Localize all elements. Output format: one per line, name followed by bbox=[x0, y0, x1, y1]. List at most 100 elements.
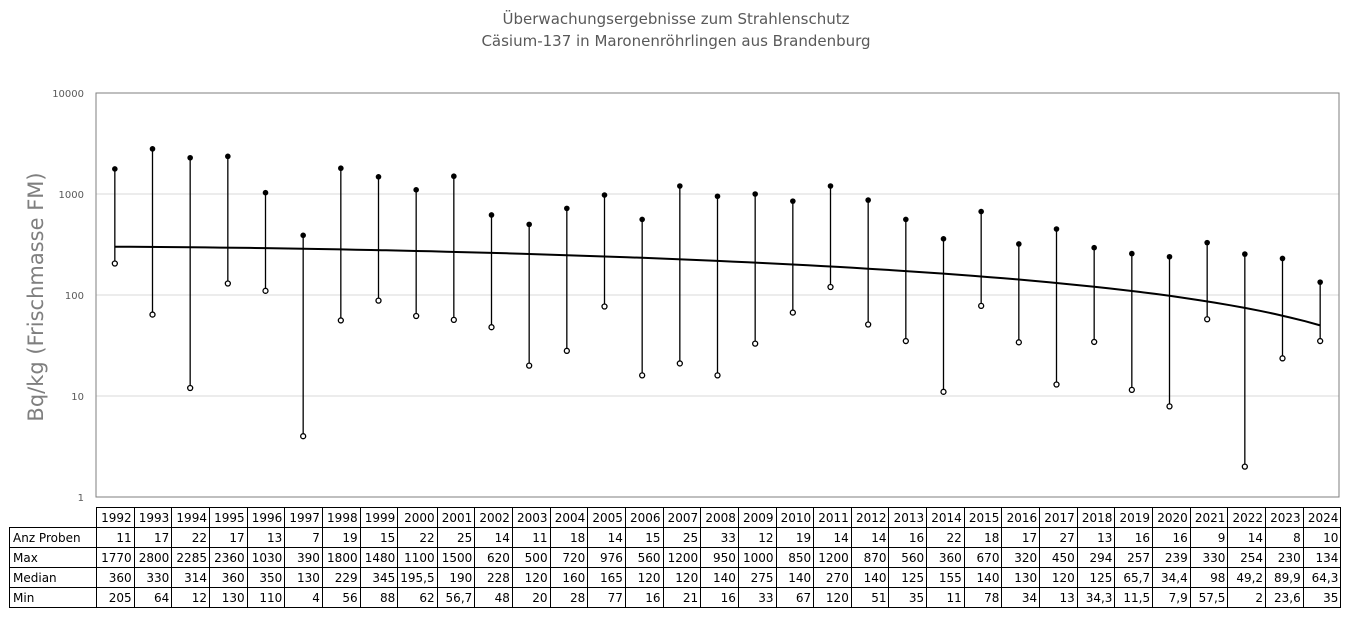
max-point bbox=[752, 191, 758, 197]
table-row: Min 205 64 12 130 110 4 56 88 62 56,7 48 20 28 77 16 21 1… bbox=[9, 587, 1342, 608]
value-cell: 14 bbox=[850, 527, 890, 548]
value-cell: 9 bbox=[1189, 527, 1229, 548]
max-point bbox=[225, 153, 231, 160]
value-cell: 64,3 bbox=[1302, 567, 1342, 588]
value-cell: 25 bbox=[436, 527, 476, 548]
chart-subtitle: Cäsium-137 in Maronenröhrlingen aus Bran… bbox=[481, 32, 871, 50]
value-cell: 1000 bbox=[737, 547, 777, 568]
year-header-cell: 2010 bbox=[775, 507, 815, 528]
value-cell: 360 bbox=[208, 567, 248, 588]
y-tick-label: 1000 bbox=[59, 190, 84, 201]
value-cell: 27 bbox=[1039, 527, 1078, 548]
value-cell: 13 bbox=[1039, 587, 1078, 608]
y-tick-label: 10 bbox=[71, 392, 84, 403]
value-cell: 620 bbox=[474, 547, 513, 568]
year-header-cell: 1996 bbox=[246, 507, 286, 528]
value-cell: 330 bbox=[133, 567, 173, 588]
min-point bbox=[111, 260, 118, 267]
min-point bbox=[1317, 337, 1324, 345]
min-point bbox=[865, 321, 872, 328]
value-cell: 320 bbox=[1001, 547, 1041, 568]
year-header-cell: 2008 bbox=[700, 507, 739, 528]
value-cell: 35 bbox=[1302, 587, 1342, 608]
value-cell: 110 bbox=[246, 587, 286, 608]
chart-plot: 1 10 100 1000 10000 bbox=[52, 89, 1340, 504]
trend-line bbox=[114, 245, 1321, 327]
min-point bbox=[187, 384, 194, 392]
table-row: Anz Proben 11 17 22 17 13 7 19 15 22 25 14 11 18 14 15 2… bbox=[9, 527, 1342, 548]
value-cell: 976 bbox=[587, 547, 626, 568]
max-point bbox=[827, 183, 834, 189]
year-header-cell: 1999 bbox=[359, 507, 399, 528]
value-cell: 16 bbox=[888, 527, 928, 548]
value-cell: 360 bbox=[96, 567, 135, 588]
max-point bbox=[300, 232, 306, 239]
min-point bbox=[601, 303, 608, 310]
value-cell: 33 bbox=[700, 527, 739, 548]
value-cell: 230 bbox=[1265, 547, 1304, 568]
value-cell: 14 bbox=[1227, 527, 1267, 548]
max-point bbox=[1129, 250, 1135, 257]
value-cell: 10 bbox=[1302, 527, 1342, 548]
year-header-cell: 2022 bbox=[1227, 507, 1267, 528]
value-cell: 11 bbox=[511, 527, 551, 548]
value-cell: 18 bbox=[549, 527, 589, 548]
value-cell: 34,4 bbox=[1152, 567, 1191, 588]
value-cell: 22 bbox=[926, 527, 965, 548]
value-cell: 35 bbox=[888, 587, 928, 608]
min-point bbox=[1279, 355, 1286, 362]
value-cell: 345 bbox=[359, 567, 399, 588]
min-point bbox=[902, 337, 909, 345]
value-cell: 2 bbox=[1227, 587, 1267, 608]
max-point bbox=[488, 212, 495, 218]
min-point bbox=[1166, 403, 1173, 410]
table-row: Median 360 330 314 360 350 130 229 345 195,5 190 22… bbox=[9, 567, 1342, 588]
min-point bbox=[827, 283, 834, 291]
max-point bbox=[1204, 239, 1210, 246]
value-cell: 1480 bbox=[359, 547, 399, 568]
value-cell: 88 bbox=[359, 587, 399, 608]
value-cell: 190 bbox=[436, 567, 476, 588]
value-cell: 18 bbox=[963, 527, 1003, 548]
value-cell: 350 bbox=[246, 567, 286, 588]
value-cell: 8 bbox=[1265, 527, 1304, 548]
value-cell: 17 bbox=[1001, 527, 1041, 548]
year-header-cell: 2003 bbox=[511, 507, 551, 528]
value-cell: 28 bbox=[549, 587, 589, 608]
value-cell: 12 bbox=[737, 527, 777, 548]
range-bars bbox=[111, 146, 1324, 470]
min-point bbox=[978, 302, 985, 310]
row-label-cell: Anz Proben bbox=[9, 527, 97, 548]
value-cell: 1030 bbox=[246, 547, 286, 568]
value-cell: 67 bbox=[775, 587, 815, 608]
y-tick-label: 1 bbox=[78, 493, 84, 504]
value-cell: 1800 bbox=[321, 547, 361, 568]
value-cell: 239 bbox=[1152, 547, 1191, 568]
value-cell: 15 bbox=[359, 527, 399, 548]
year-header-cell: 1995 bbox=[208, 507, 248, 528]
value-cell: 34 bbox=[1001, 587, 1041, 608]
value-cell: 850 bbox=[775, 547, 815, 568]
max-point bbox=[149, 146, 156, 152]
value-cell: 720 bbox=[549, 547, 589, 568]
value-cell: 64 bbox=[133, 587, 173, 608]
value-cell: 120 bbox=[662, 567, 702, 588]
value-cell: 560 bbox=[888, 547, 928, 568]
year-header-cell: 2015 bbox=[963, 507, 1003, 528]
value-cell: 7 bbox=[284, 527, 323, 548]
chart-title: Überwachungsergebnisse zum Strahlenschut… bbox=[502, 10, 850, 28]
max-point bbox=[1016, 241, 1022, 247]
year-header-cell: 2009 bbox=[737, 507, 777, 528]
min-point bbox=[300, 433, 307, 440]
value-cell: 19 bbox=[321, 527, 361, 548]
value-cell: 390 bbox=[284, 547, 323, 568]
value-cell: 134 bbox=[1302, 547, 1342, 568]
value-cell: 1200 bbox=[813, 547, 852, 568]
value-cell: 2285 bbox=[171, 547, 210, 568]
year-header-cell: 2000 bbox=[397, 507, 438, 528]
value-cell: 229 bbox=[321, 567, 361, 588]
value-cell: 13 bbox=[246, 527, 286, 548]
value-cell: 23,6 bbox=[1265, 587, 1304, 608]
value-cell: 125 bbox=[1076, 567, 1116, 588]
min-point bbox=[337, 317, 344, 324]
